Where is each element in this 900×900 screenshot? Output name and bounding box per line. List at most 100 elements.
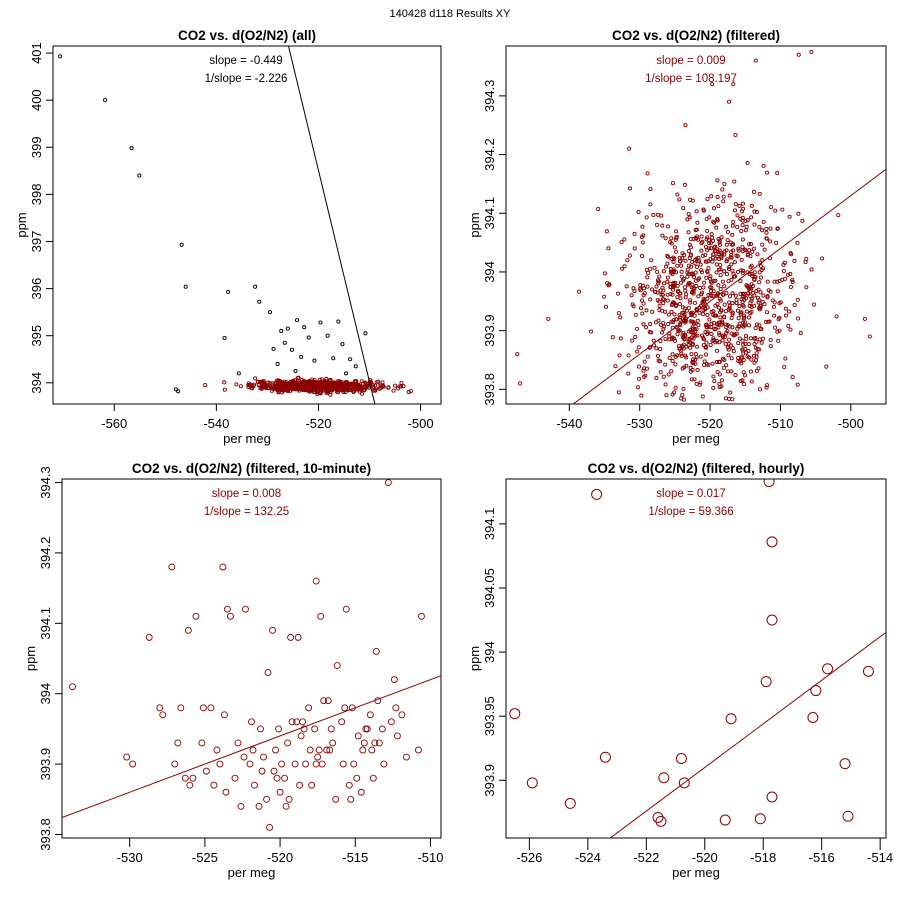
data-point xyxy=(757,298,762,303)
data-point xyxy=(768,337,773,342)
data-point xyxy=(670,181,676,186)
data-point xyxy=(667,337,672,342)
data-point xyxy=(796,211,801,216)
y-tick-label: 397 xyxy=(29,231,44,253)
data-point xyxy=(675,753,687,765)
y-axis-label: ppm xyxy=(467,646,482,671)
data-point xyxy=(272,746,280,754)
data-point xyxy=(740,355,745,360)
slope-annotation: slope = 0.017 xyxy=(656,488,725,500)
data-point xyxy=(731,82,736,87)
data-point xyxy=(740,338,745,343)
data-point xyxy=(717,240,722,245)
data-point xyxy=(764,226,769,231)
data-point xyxy=(749,298,754,303)
data-point xyxy=(363,381,368,386)
data-point xyxy=(691,332,696,337)
data-point xyxy=(725,257,730,262)
data-point xyxy=(709,309,714,315)
y-tick-label: 399 xyxy=(29,136,44,158)
data-point xyxy=(795,382,800,387)
plot-frame xyxy=(505,478,887,839)
data-point xyxy=(305,704,313,712)
data-point xyxy=(688,340,693,345)
data-point xyxy=(373,383,378,388)
data-point xyxy=(790,375,795,380)
data-point xyxy=(701,207,706,212)
data-point xyxy=(289,347,294,352)
data-point xyxy=(632,289,637,294)
data-point xyxy=(757,280,762,285)
y-tick-label: 394.2 xyxy=(38,537,53,570)
y-tick-label: 394 xyxy=(482,261,497,283)
data-point xyxy=(730,232,735,237)
data-point xyxy=(332,795,340,803)
data-point xyxy=(294,318,300,323)
data-point xyxy=(672,338,678,343)
data-point xyxy=(704,325,709,330)
data-point xyxy=(655,298,660,303)
data-point xyxy=(728,308,733,313)
data-point xyxy=(305,387,311,392)
data-point xyxy=(690,319,695,324)
data-point xyxy=(745,291,750,296)
data-point xyxy=(765,279,770,284)
data-point xyxy=(223,605,231,613)
data-point xyxy=(257,379,262,384)
data-point xyxy=(287,633,295,641)
data-point xyxy=(654,376,659,381)
data-point xyxy=(374,380,379,385)
data-point xyxy=(650,309,655,314)
data-point xyxy=(663,337,668,342)
data-point xyxy=(705,235,710,240)
data-point xyxy=(705,228,710,233)
data-point xyxy=(330,388,335,393)
data-point xyxy=(716,204,721,209)
data-point xyxy=(682,365,687,370)
data-point xyxy=(756,347,761,352)
data-point xyxy=(655,815,667,827)
data-point xyxy=(842,810,854,822)
data-point xyxy=(278,387,283,392)
data-point xyxy=(334,385,339,390)
y-tick-label: 393.9 xyxy=(38,748,53,781)
data-point xyxy=(748,310,753,316)
data-point xyxy=(733,202,738,207)
data-point xyxy=(687,215,692,220)
data-point xyxy=(261,378,266,383)
panel-filtered-hourly: CO2 vs. d(O2/N2) (filtered, hourly) -526 -… xyxy=(467,461,893,880)
data-point xyxy=(627,253,632,258)
data-point xyxy=(704,322,709,327)
data-point xyxy=(724,242,729,247)
data-point xyxy=(760,242,765,247)
y-tick-label: 398 xyxy=(29,184,44,206)
data-point xyxy=(622,264,627,269)
data-point xyxy=(359,746,367,754)
data-point xyxy=(666,322,671,327)
data-point xyxy=(340,383,345,388)
data-point xyxy=(674,353,680,358)
data-point xyxy=(304,379,310,384)
data-point xyxy=(747,286,752,291)
data-point xyxy=(618,315,623,320)
data-point xyxy=(319,377,324,382)
data-point xyxy=(663,236,668,241)
data-point xyxy=(299,385,304,390)
data-point xyxy=(735,224,740,229)
data-point xyxy=(199,704,207,712)
data-point xyxy=(777,328,782,333)
data-point xyxy=(738,216,743,221)
data-point xyxy=(762,247,767,252)
data-point xyxy=(648,322,653,327)
data-point xyxy=(717,340,722,345)
data-point xyxy=(713,327,718,332)
data-point xyxy=(719,814,731,826)
data-point xyxy=(670,292,675,297)
data-point xyxy=(701,299,706,304)
data-point xyxy=(222,788,230,796)
data-point xyxy=(768,239,773,244)
data-point xyxy=(709,232,714,237)
data-point xyxy=(717,381,722,387)
data-point xyxy=(665,275,670,280)
data-point xyxy=(652,265,657,270)
